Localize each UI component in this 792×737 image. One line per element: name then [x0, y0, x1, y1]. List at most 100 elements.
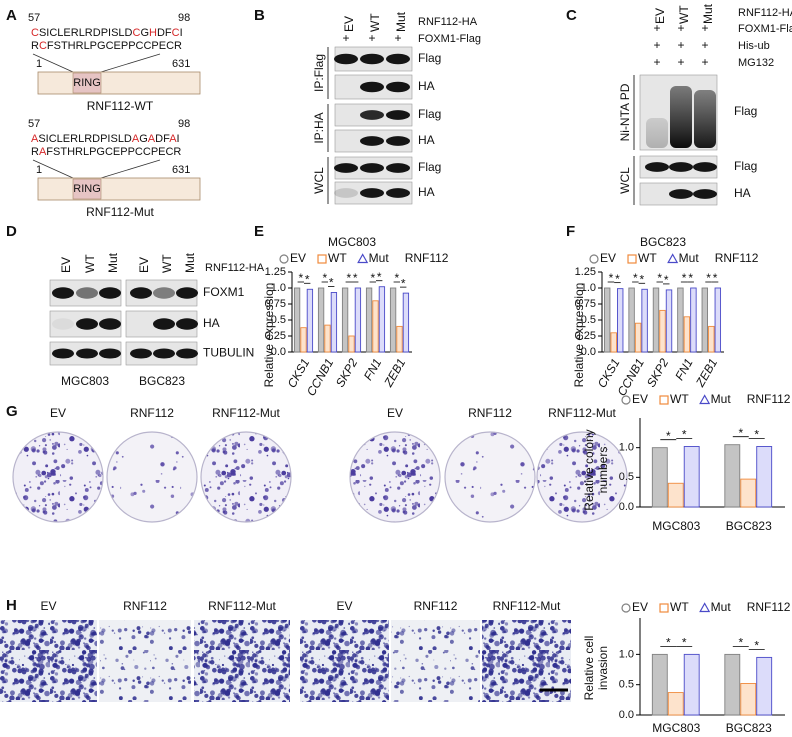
x-tick-label: ZEB1 [381, 356, 409, 390]
bar [740, 478, 757, 508]
condition-label: RNF112 [123, 599, 167, 613]
blot-label: HA [418, 185, 435, 199]
y-tick-label: 0.5 [271, 314, 286, 326]
condition-label: RNF112 [468, 406, 512, 420]
blot-label: TUBULIN [203, 346, 254, 360]
residue-start: 57 [28, 118, 40, 130]
bar [372, 300, 379, 353]
significance-star: * [346, 271, 351, 285]
blot-band [693, 162, 717, 172]
protein-bar [37, 177, 201, 201]
sequence-segment: C [172, 27, 180, 39]
treatment-label: FOXM1-Flag [418, 33, 481, 45]
blot-band [360, 53, 384, 65]
cell-line-label: MGC803 [61, 374, 109, 388]
significance-star: * [666, 429, 671, 443]
sequence-segment: H [149, 27, 157, 39]
treatment-label: FOXM1-Flag [738, 23, 792, 35]
construct-label: RNF112-WT [87, 99, 154, 113]
panel-letter: G [6, 403, 18, 420]
significance-star: * [754, 639, 759, 653]
significance-star: * [377, 270, 382, 284]
sequence: RCFSTHRLPGCEPPCCPECR [31, 40, 182, 52]
blot-band [176, 318, 198, 330]
blot-band [52, 318, 74, 330]
smear [646, 118, 668, 148]
sequence-segment: A [169, 133, 177, 145]
plus-sign: + [342, 31, 349, 45]
bar [378, 286, 386, 353]
lane-label: WT [83, 254, 97, 273]
plus-sign: + [701, 38, 708, 52]
lane-label: Mut [106, 252, 120, 273]
bar [365, 287, 373, 353]
legend-label: EV [600, 251, 616, 265]
residue-end: 98 [178, 12, 190, 24]
bar [617, 288, 624, 353]
blot-band [76, 287, 98, 299]
connector [100, 159, 161, 179]
significance-star: * [738, 636, 743, 650]
blot-band [386, 163, 410, 173]
condition-label: RNF112-Mut [208, 599, 276, 613]
blot-label: HA [734, 186, 751, 200]
lane-label: Mut [394, 11, 408, 32]
condition-label: EV [336, 599, 352, 613]
bar [651, 653, 668, 716]
position-end: 631 [172, 164, 190, 176]
bar [677, 287, 684, 353]
blot-band [153, 348, 175, 359]
blot-band [76, 348, 98, 359]
sequence-segment: A [132, 133, 140, 145]
panel-letter: F [566, 223, 575, 240]
y-tick-label: 1.0 [581, 282, 596, 294]
blot-band [334, 163, 358, 173]
legend-title: RNF112 [405, 251, 449, 265]
y-tick-label: 0.5 [619, 679, 634, 691]
significance-star: * [353, 271, 358, 285]
legend-marker [627, 254, 637, 264]
sequence: RAFSTHRLPGCEPPCCPECR [31, 146, 181, 158]
residue-end: 98 [178, 118, 190, 130]
significance-star: * [682, 428, 687, 442]
blot-band [334, 188, 358, 198]
bar [389, 287, 397, 353]
legend-marker [659, 603, 669, 613]
legend-label: EV [632, 600, 648, 614]
blot-band [99, 287, 121, 299]
connector [32, 53, 74, 73]
x-tick-label: BGC823 [726, 519, 772, 533]
bar [300, 327, 307, 353]
bar [665, 289, 673, 353]
sequence-segment: I [177, 133, 180, 145]
condition-label: RNF112-Mut [548, 406, 616, 420]
x-tick-label: ZEB1 [693, 356, 721, 390]
legend-marker [621, 603, 631, 613]
legend-label: WT [328, 251, 347, 265]
condition-label: EV [387, 406, 403, 420]
connector [32, 159, 74, 179]
group-label: WCL [312, 167, 326, 194]
plus-sign: + [368, 31, 375, 45]
y-tick-label: 0.5 [619, 471, 634, 483]
blot-band [386, 110, 410, 120]
panel-letter: C [566, 7, 577, 24]
bar [634, 322, 642, 353]
bar [651, 447, 668, 508]
blot-band [386, 53, 410, 65]
bar [293, 287, 301, 353]
sequence: CSICLERLRDPISLDCGHDFCI [31, 27, 183, 39]
significance-star: * [394, 271, 399, 285]
legend-marker [621, 395, 631, 405]
blot-band [334, 53, 358, 65]
blot-band [130, 287, 152, 299]
sequence: ASICLERLRDPISLDAGADFAI [31, 133, 180, 145]
blot-band [52, 348, 74, 359]
x-tick-label: FN1 [672, 356, 695, 383]
y-tick-label: 0.25 [575, 330, 596, 342]
blot-band [669, 189, 693, 199]
colony-plate [536, 431, 628, 523]
plus-sign: + [701, 55, 708, 69]
condition-label: RNF112-Mut [493, 599, 561, 613]
condition-label: EV [40, 599, 56, 613]
